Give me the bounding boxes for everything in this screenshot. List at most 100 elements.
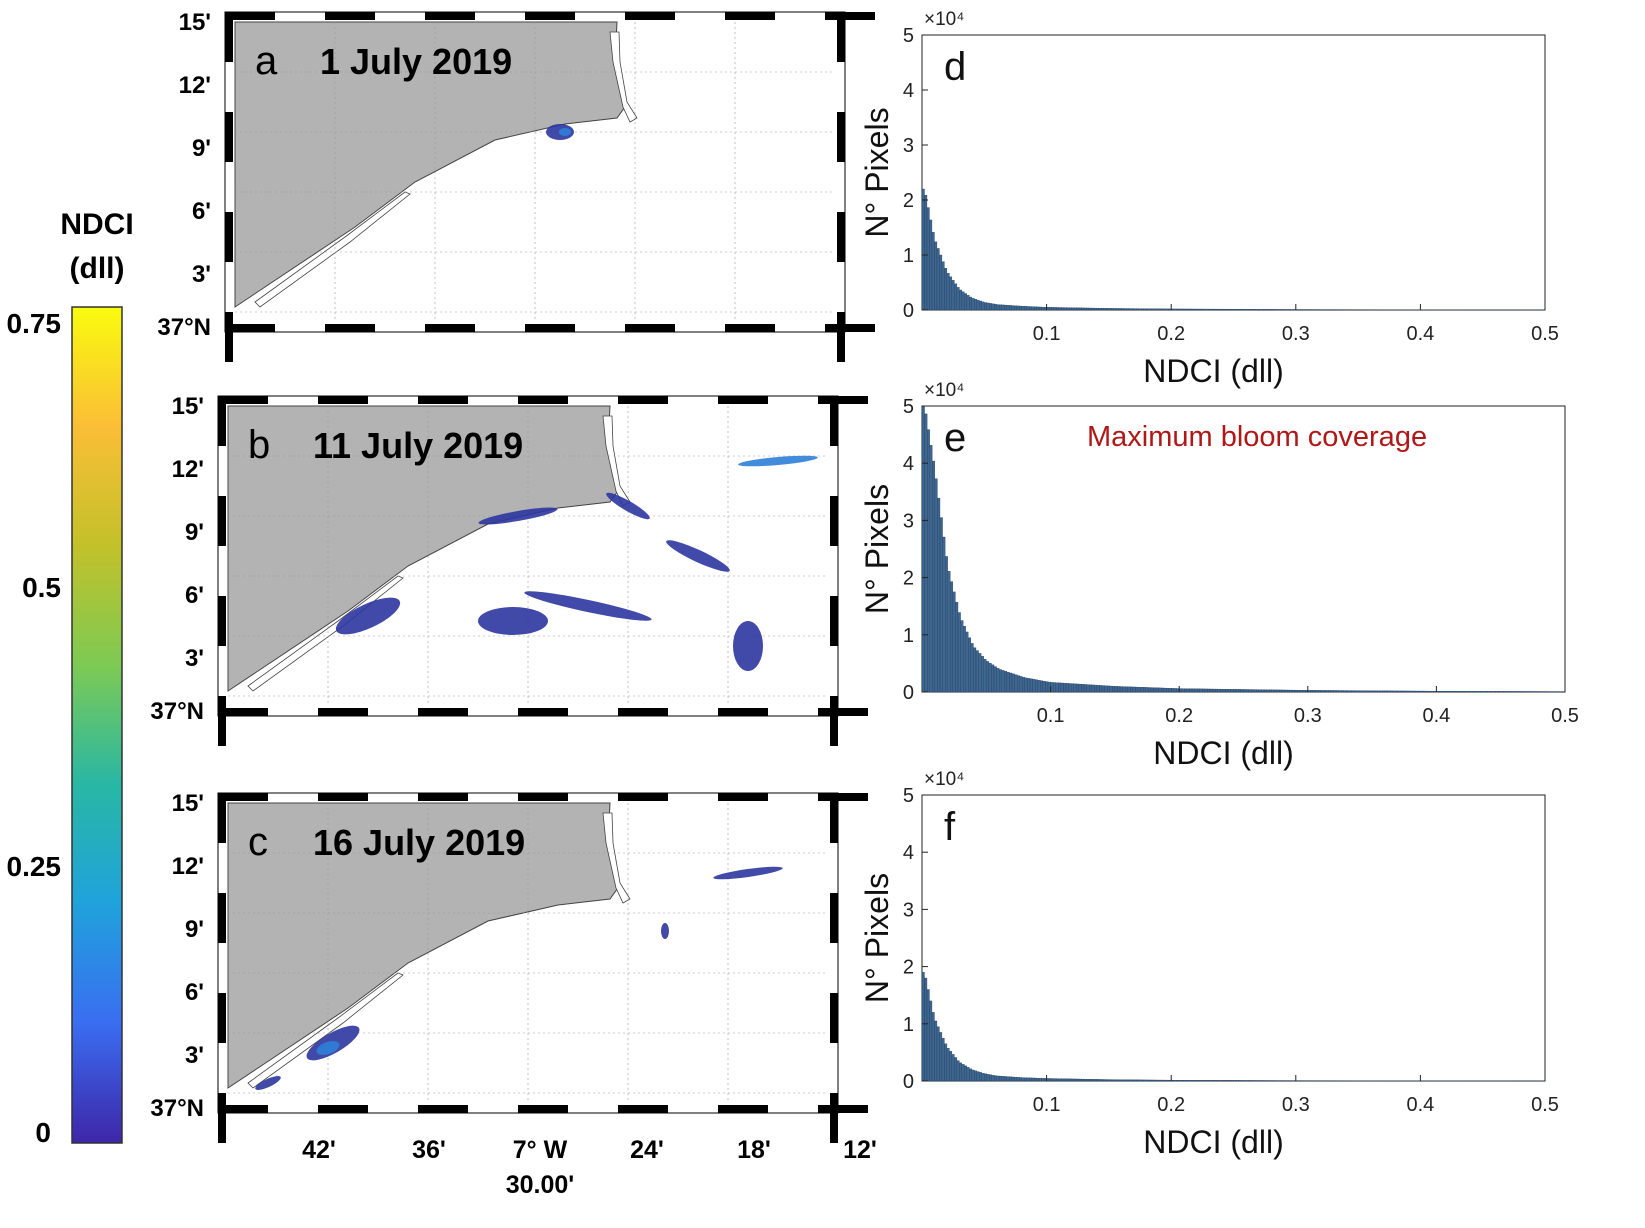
histogram-bar [1081, 684, 1085, 693]
histogram-bar [1073, 683, 1077, 693]
annotation: Maximum bloom coverage [1087, 421, 1427, 453]
histogram-bar [1150, 687, 1154, 693]
histogram-bar [1271, 689, 1275, 693]
histogram-bar [956, 287, 960, 311]
histogram-bar [1260, 1080, 1264, 1082]
histogram-bar [1053, 1078, 1057, 1082]
histogram-bar [1456, 691, 1460, 693]
map-border-segment [618, 708, 668, 716]
map-border-segment [818, 396, 868, 404]
x-tick-label: 0.4 [1422, 705, 1450, 727]
colorbar: NDCI (dll) 0.75 0.5 0.25 0 [7, 208, 134, 1148]
histogram-bar [1022, 677, 1026, 693]
histogram-bar [1197, 688, 1200, 693]
histogram-bar [936, 248, 940, 311]
histogram-bar [1019, 1077, 1022, 1082]
lat-label: 12' [172, 456, 204, 483]
histogram-bar [1441, 691, 1445, 693]
histogram-bar [952, 591, 956, 693]
histogram-bar [934, 1020, 938, 1082]
histogram-bar [1333, 690, 1337, 693]
histogram-bar [1128, 308, 1132, 311]
histogram-bar [1041, 1078, 1045, 1082]
histogram-bar [1289, 689, 1293, 693]
histogram-bar [1168, 688, 1172, 693]
histogram-bar [1305, 309, 1309, 311]
histogram-bar [1266, 689, 1270, 693]
histogram-bar [1140, 687, 1144, 693]
y-tick-label: 5 [903, 396, 914, 418]
map-panel-c: c 16 July 2019 15' 12' 9' 6' 3' 37°N [150, 790, 868, 1143]
lon-label: 18' [737, 1136, 771, 1164]
map-border-segment [830, 396, 838, 446]
x-tick-label: 0.3 [1294, 705, 1322, 727]
histogram-bar [1384, 690, 1388, 693]
y-tick-label: 1 [903, 1014, 914, 1036]
histogram-bar [1487, 691, 1491, 693]
map-border-segment [830, 993, 838, 1043]
histogram-bar [1033, 306, 1037, 311]
histogram-bar [1230, 689, 1234, 693]
histogram-bar [1285, 309, 1289, 311]
histogram-bar [1071, 307, 1075, 311]
bloom-patch [661, 923, 669, 939]
histogram-bar [1026, 306, 1030, 311]
histogram-bar [1096, 1079, 1100, 1082]
histogram-bar [929, 445, 933, 693]
histogram-bar [921, 188, 925, 311]
colorbar-tick-label: 0.5 [22, 572, 61, 603]
histogram-bar [1533, 691, 1537, 693]
histogram-bar [1541, 691, 1545, 693]
map-border-segment [725, 12, 775, 20]
histogram-bar [942, 536, 946, 693]
histogram-bar [1148, 687, 1152, 693]
map-border-segment [225, 12, 233, 62]
histogram-bar [1258, 1080, 1262, 1082]
histogram-bar [1366, 690, 1370, 693]
histogram-bar [1243, 1080, 1247, 1082]
map-border-segment [318, 793, 368, 801]
longitude-axis: 42' 36' 7° W 30.00' 24' 18' 12' [302, 1136, 877, 1199]
histogram-bar [1513, 691, 1517, 693]
histogram-bar [1108, 308, 1112, 311]
histogram-bar [1006, 305, 1010, 311]
histogram-bar [1536, 691, 1540, 693]
panel-letter: e [944, 416, 966, 460]
map-border-segment [318, 1105, 368, 1113]
histogram-bar [1068, 307, 1072, 311]
histogram-bar [1032, 679, 1036, 693]
histogram-bar [1103, 1079, 1107, 1082]
histogram-bar [959, 289, 963, 311]
histogram-bar [1207, 688, 1211, 693]
histogram-bar [999, 1075, 1002, 1082]
map-border-segment [718, 793, 768, 801]
histogram-bar [1245, 1080, 1249, 1082]
histogram-bar [1083, 1078, 1087, 1082]
histogram-bar [1228, 1080, 1232, 1082]
histogram-bar [936, 1026, 940, 1082]
histogram-bar [965, 631, 969, 693]
histogram-bar [1031, 1077, 1035, 1082]
histogram-bar [1121, 1079, 1124, 1082]
histogram-bar [1125, 686, 1128, 693]
histogram-bar [1119, 686, 1123, 693]
histogram-bar [1238, 309, 1242, 311]
histogram-bar [1485, 691, 1488, 693]
histogram-bar [1213, 308, 1217, 311]
histogram-bar [1287, 689, 1290, 693]
map-border-segment [618, 1105, 668, 1113]
histogram-bar [960, 620, 964, 693]
y-tick-label: 5 [903, 25, 914, 47]
histogram-bar [1310, 690, 1314, 693]
histogram-bar [1158, 1079, 1162, 1082]
histogram-bar [979, 300, 982, 311]
histogram-bar [1033, 1077, 1037, 1082]
histogram-bar [1278, 1080, 1281, 1082]
histogram-bar [1176, 1080, 1179, 1082]
histogram-bar [1006, 671, 1010, 693]
histogram-bar [1263, 309, 1267, 311]
histogram-bar [1423, 690, 1427, 693]
histogram-bar [1166, 1079, 1169, 1082]
histogram-bar [1137, 687, 1141, 693]
histogram-bar [1195, 1080, 1199, 1082]
